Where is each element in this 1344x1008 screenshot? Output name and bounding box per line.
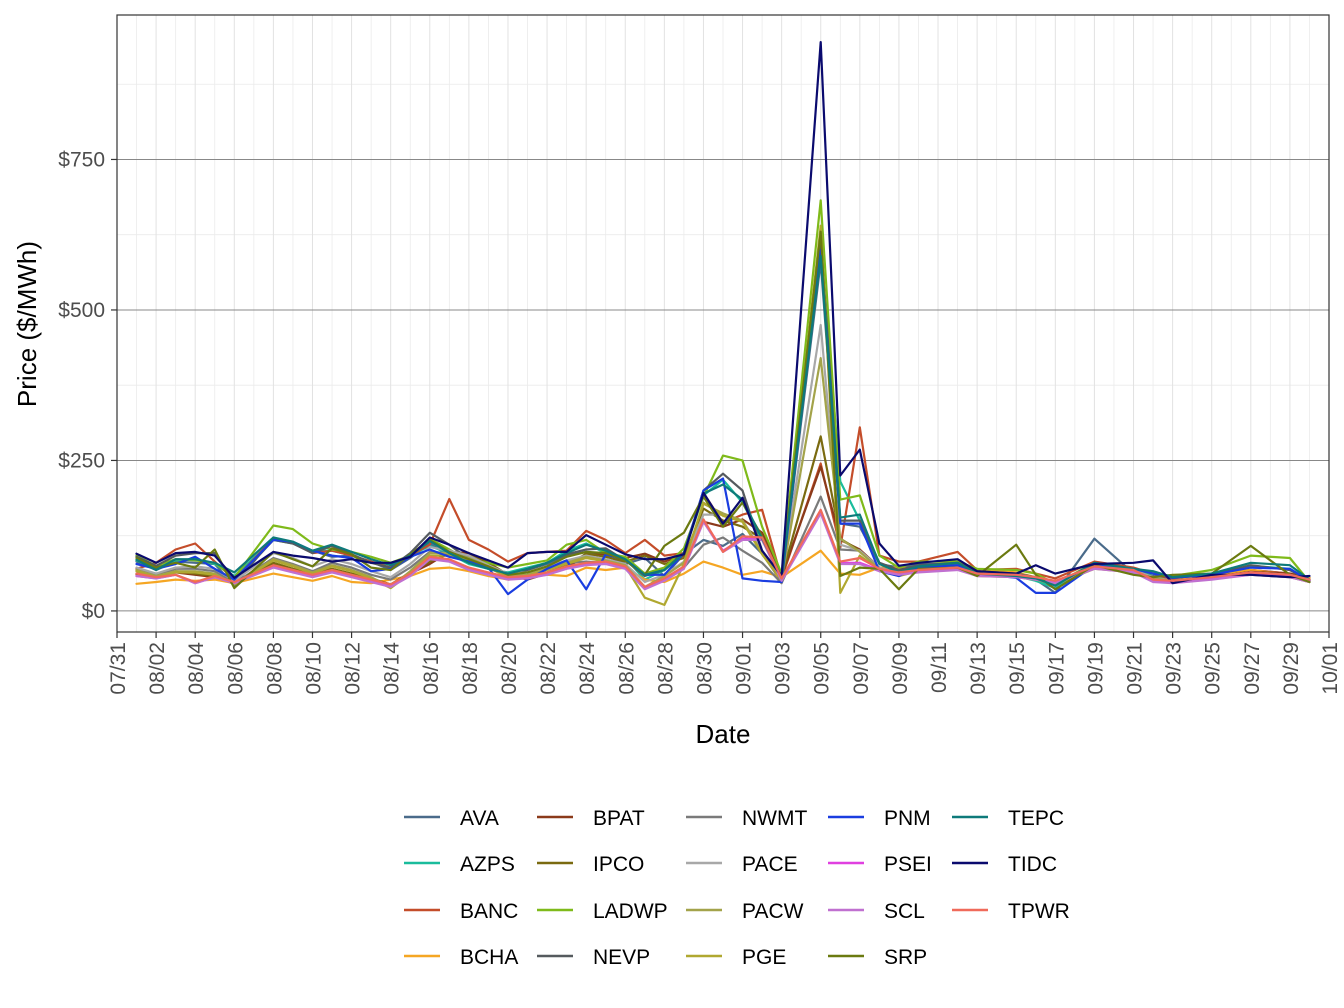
x-tick-label: 09/19: [1084, 642, 1107, 695]
x-tick-label: 08/26: [615, 642, 638, 695]
x-tick-label: 08/24: [576, 642, 599, 695]
x-tick-label: 09/29: [1280, 642, 1303, 695]
legend-label: TPWR: [1008, 900, 1070, 923]
x-tick-label: 09/07: [850, 642, 873, 695]
legend-label: SCL: [884, 900, 925, 923]
x-tick-label: 09/27: [1241, 642, 1264, 695]
legend: AVA AZPS BANC BCHA BPAT IPCO LADWP NEVP NWMT PACE…: [404, 807, 1070, 969]
legend-label: IPCO: [593, 853, 644, 876]
legend-label: BANC: [460, 900, 518, 923]
y-tick-label: $500: [58, 299, 105, 322]
legend-item-banc: BANC: [404, 900, 518, 923]
legend-item-tpwr: TPWR: [952, 900, 1070, 923]
x-axis: 07/31 08/02 08/04 08/06 08/08 08/10 08/12 08/14…: [107, 632, 1342, 695]
legend-item-tepc: TEPC: [952, 807, 1064, 830]
legend-label: LADWP: [593, 900, 668, 923]
series-lines: [135, 40, 1311, 607]
legend-label: NWMT: [742, 807, 807, 830]
x-tick-label: 08/28: [654, 642, 677, 695]
y-axis: $0 $250 $500 $750: [58, 148, 117, 623]
x-tick-label: 08/02: [146, 642, 169, 695]
x-tick-label: 09/17: [1045, 642, 1068, 695]
x-tick-label: 09/05: [811, 642, 834, 695]
legend-label: AVA: [460, 807, 499, 830]
series-line-psei: [135, 510, 1311, 590]
x-tick-label: 08/06: [224, 642, 247, 695]
x-tick-label: 08/22: [537, 642, 560, 695]
series-line-tepc: [135, 254, 1311, 587]
legend-label: PGE: [742, 946, 786, 969]
x-tick-label: 08/20: [498, 642, 521, 695]
legend-item-ava: AVA: [404, 807, 499, 830]
legend-item-azps: AZPS: [404, 853, 515, 876]
legend-label: NEVP: [593, 946, 650, 969]
x-tick-label: 09/21: [1124, 642, 1147, 695]
x-tick-label: 08/30: [693, 642, 716, 695]
legend-item-srp: SRP: [828, 946, 927, 969]
legend-item-psei: PSEI: [828, 853, 932, 876]
series-line-banc: [135, 426, 1311, 581]
legend-item-scl: SCL: [828, 900, 925, 923]
y-tick-label: $0: [82, 600, 105, 623]
x-tick-label: 09/25: [1202, 642, 1225, 695]
x-tick-label: 10/01: [1319, 642, 1342, 695]
legend-item-ipco: IPCO: [537, 853, 644, 876]
x-tick-label: 08/12: [342, 642, 365, 695]
major-gridlines: [117, 15, 1329, 632]
legend-label: PNM: [884, 807, 931, 830]
x-tick-label: 09/03: [772, 642, 795, 695]
plot-border: [116, 14, 1330, 633]
x-tick-label: 08/10: [302, 642, 325, 695]
series-line-tpwr: [135, 508, 1311, 589]
legend-label: TIDC: [1008, 853, 1057, 876]
x-tick-label: 08/18: [459, 642, 482, 695]
legend-label: SRP: [884, 946, 927, 969]
legend-item-bpat: BPAT: [537, 807, 645, 830]
legend-item-pacw: PACW: [686, 900, 804, 923]
series-line-pnm: [135, 248, 1311, 596]
x-tick-label: 08/14: [381, 642, 404, 695]
y-axis-title: Price ($/MWh): [12, 241, 42, 407]
x-tick-label: 09/13: [967, 642, 990, 695]
x-axis-title: Date: [696, 719, 751, 749]
legend-item-tidc: TIDC: [952, 853, 1057, 876]
x-tick-label: 08/08: [263, 642, 286, 695]
legend-item-pace: PACE: [686, 853, 798, 876]
legend-item-nevp: NEVP: [537, 946, 650, 969]
legend-label: PSEI: [884, 853, 932, 876]
x-tick-label: 09/01: [733, 642, 756, 695]
x-tick-label: 09/15: [1006, 642, 1029, 695]
x-tick-label: 08/16: [420, 642, 443, 695]
legend-item-ladwp: LADWP: [537, 900, 668, 923]
legend-label: PACW: [742, 900, 804, 923]
x-tick-label: 09/09: [889, 642, 912, 695]
legend-label: BPAT: [593, 807, 645, 830]
legend-item-pge: PGE: [686, 946, 786, 969]
x-tick-label: 09/23: [1163, 642, 1186, 695]
y-tick-label: $250: [58, 449, 105, 472]
legend-label: AZPS: [460, 853, 515, 876]
legend-label: TEPC: [1008, 807, 1064, 830]
legend-label: BCHA: [460, 946, 518, 969]
y-tick-label: $750: [58, 148, 105, 171]
x-tick-label: 08/04: [185, 642, 208, 695]
minor-gridlines: [117, 15, 1329, 632]
legend-item-pnm: PNM: [828, 807, 931, 830]
series-line-tidc: [135, 40, 1311, 585]
x-tick-label: 07/31: [107, 642, 130, 695]
x-tick-label: 09/11: [928, 642, 951, 693]
legend-label: PACE: [742, 853, 798, 876]
legend-item-nwmt: NWMT: [686, 807, 807, 830]
legend-item-bcha: BCHA: [404, 946, 518, 969]
